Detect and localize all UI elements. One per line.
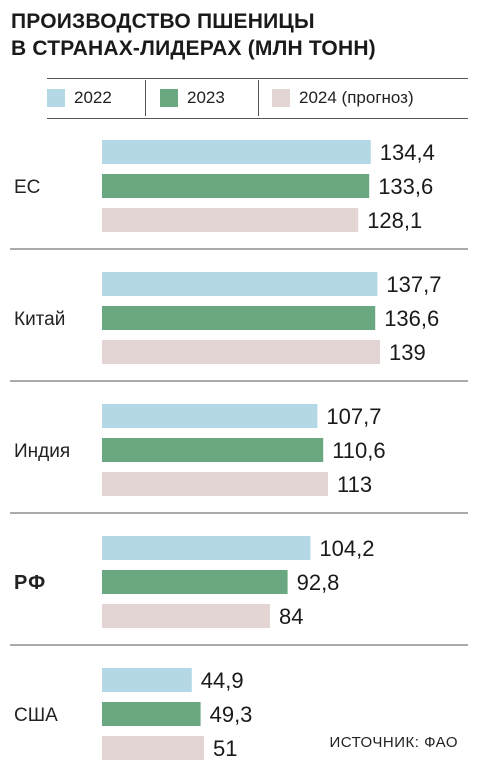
legend-item-2024: 2024 (прогноз) xyxy=(272,78,414,118)
chart-title-line-2: В СТРАНАХ-ЛИДЕРАХ (МЛН ТОНН) xyxy=(11,37,376,60)
legend-item-2023: 2023 xyxy=(160,78,225,118)
bar-value-label: 133,6 xyxy=(378,174,433,199)
category-label: РФ xyxy=(14,572,46,594)
bar-value-label: 104,2 xyxy=(319,536,374,561)
bar xyxy=(102,404,318,428)
category-group: РФ 104,2 92,8 84 xyxy=(14,536,374,629)
category-label: Китай xyxy=(14,309,65,330)
bar-value-label: 84 xyxy=(279,604,303,629)
category-group: США 44,9 49,3 51 xyxy=(14,668,252,761)
legend-top-rule xyxy=(47,78,468,79)
bar-value-label: 139 xyxy=(389,340,426,365)
bar xyxy=(102,140,371,164)
bar-value-label: 134,4 xyxy=(380,140,435,165)
legend-divider xyxy=(258,80,259,116)
bar xyxy=(102,570,288,594)
bar xyxy=(102,702,201,726)
category-group: ЕС 134,4 133,6 128,1 xyxy=(14,140,435,233)
legend-item-2022: 2022 xyxy=(47,78,112,118)
bar xyxy=(102,536,311,560)
category-label: Индия xyxy=(14,441,70,462)
bar-value-label: 92,8 xyxy=(297,570,340,595)
bar xyxy=(102,208,359,232)
bar xyxy=(102,272,378,296)
bar xyxy=(102,340,380,364)
legend-divider xyxy=(145,80,146,116)
bar-value-label: 107,7 xyxy=(326,404,381,429)
bar xyxy=(102,736,204,760)
chart-title: ПРОИЗВОДСТВО ПШЕНИЦЫ В СТРАНАХ-ЛИДЕРАХ (… xyxy=(11,8,376,62)
bar-value-label: 137,7 xyxy=(386,272,441,297)
legend-swatch-2023 xyxy=(160,89,178,107)
bar-value-label: 128,1 xyxy=(367,208,422,233)
bar xyxy=(102,604,270,628)
category-group: Индия 107,7 110,6 113 xyxy=(14,404,386,497)
bar xyxy=(102,306,376,330)
bar-value-label: 44,9 xyxy=(201,668,244,693)
legend: 2022 2023 2024 (прогноз) xyxy=(0,78,478,118)
legend-label-2022: 2022 xyxy=(74,88,112,107)
bar-value-label: 51 xyxy=(213,736,237,761)
category-group: Китай 137,7 136,6 139 xyxy=(14,272,441,365)
bar xyxy=(102,174,370,198)
bar-value-label: 113 xyxy=(337,472,372,497)
legend-label-2024: 2024 (прогноз) xyxy=(299,88,414,107)
bar xyxy=(102,668,192,692)
legend-bottom-rule xyxy=(47,118,468,119)
category-label: ЕС xyxy=(14,177,40,198)
category-label: США xyxy=(14,705,58,726)
legend-label-2023: 2023 xyxy=(187,88,225,107)
bar xyxy=(102,438,324,462)
legend-swatch-2024 xyxy=(272,89,290,107)
bar-value-label: 110,6 xyxy=(332,438,385,463)
bar-value-label: 49,3 xyxy=(210,702,253,727)
chart-title-line-1: ПРОИЗВОДСТВО ПШЕНИЦЫ xyxy=(11,10,315,33)
legend-swatch-2022 xyxy=(47,89,65,107)
bar xyxy=(102,472,328,496)
source-note: ИСТОЧНИК: ФАО xyxy=(329,734,458,751)
bar-value-label: 136,6 xyxy=(384,306,439,331)
